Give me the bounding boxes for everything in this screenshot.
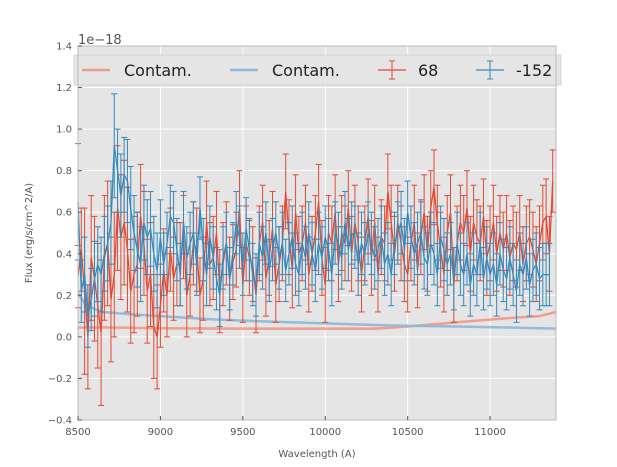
- y-tick-label: −0.4: [48, 416, 72, 427]
- x-tick-label: 9500: [230, 427, 255, 438]
- legend: Contam. Contam. 68 -152: [73, 54, 562, 86]
- y-tick-label: 0.0: [56, 332, 72, 343]
- y-offset-label: 1e−18: [78, 33, 122, 48]
- x-tick-label: 11000: [474, 427, 506, 438]
- y-tick-label: 0.2: [56, 291, 72, 302]
- y-tick-label: 0.8: [56, 166, 72, 177]
- legend-label: Contam.: [272, 61, 340, 80]
- legend-item-4: -152: [476, 60, 552, 80]
- legend-label: Contam.: [124, 61, 192, 80]
- series-line-68: [77, 181, 554, 338]
- y-tick-label: 0.6: [56, 208, 72, 219]
- x-tick-label: 8500: [65, 427, 90, 438]
- y-tick-label: 1.0: [56, 125, 72, 136]
- legend-item-2: Contam.: [230, 61, 340, 80]
- contam-line-2: [76, 292, 557, 330]
- y-tick-label: 1.2: [56, 83, 72, 94]
- y-tick-label: 1.4: [56, 42, 72, 53]
- x-tick-label: 9000: [148, 427, 173, 438]
- legend-item-1: Contam.: [82, 61, 192, 80]
- x-tick-label: 10500: [392, 427, 424, 438]
- legend-item-3: 68: [378, 60, 438, 80]
- axes: 8500 9000 9500 10000 10500 11000 −0.4 −0.2 0.0 0.…: [48, 42, 557, 438]
- y-axis-label: Flux (erg/s/cm^2/A): [24, 183, 35, 283]
- contam-line-1: [78, 310, 557, 330]
- x-axis-label: Wavelength (A): [278, 449, 355, 460]
- y-tick-label: −0.2: [48, 374, 72, 385]
- legend-label: 68: [418, 61, 438, 80]
- legend-label: -152: [516, 61, 552, 80]
- series--152: [75, 93, 553, 348]
- contamination-lines: [76, 292, 557, 330]
- axes-frame: [77, 45, 557, 421]
- data-series: [75, 93, 556, 406]
- x-tick-label: 10000: [309, 427, 341, 438]
- series-line--152: [77, 145, 550, 317]
- y-tick-label: 0.4: [56, 249, 72, 260]
